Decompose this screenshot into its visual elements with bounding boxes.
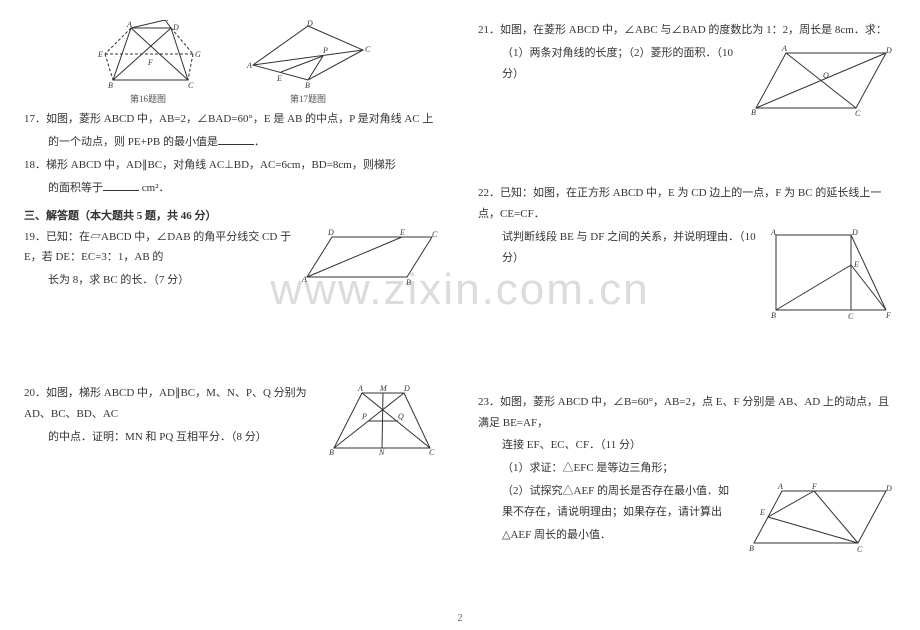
svg-text:B: B: [329, 448, 334, 457]
svg-text:B: B: [305, 81, 310, 90]
svg-text:H: H: [162, 20, 170, 23]
svg-text:P: P: [322, 46, 328, 55]
svg-text:D: D: [306, 20, 313, 28]
q18-blank: [103, 181, 139, 191]
svg-text:C: C: [848, 312, 854, 321]
svg-text:F: F: [811, 482, 817, 491]
svg-text:A: A: [126, 20, 132, 29]
q21-block: 21．如图，在菱形 ABCD 中，∠ABC 与∠BAD 的度数比为 1：2，周长…: [478, 20, 896, 123]
svg-text:E: E: [399, 228, 405, 237]
svg-text:B: B: [108, 81, 113, 90]
q22-line1: 22．已知：如图，在正方形 ABCD 中，E 为 CD 边上的一点，F 为 BC…: [478, 183, 896, 225]
svg-text:E: E: [97, 50, 103, 59]
svg-text:D: D: [851, 228, 858, 237]
spacer-22: [478, 322, 896, 392]
q20-block: AMD PQ BNC 20．如图，梯形 ABCD 中，AD∥BC，M、N、P、Q…: [24, 383, 442, 458]
q22-block: 22．已知：如图，在正方形 ABCD 中，E 为 CD 边上的一点，F 为 BC…: [478, 183, 896, 322]
svg-text:B: B: [749, 544, 754, 553]
svg-text:C: C: [855, 109, 861, 118]
q17-text2: 的一个动点，则 PE+PB 的最小值是: [48, 136, 218, 148]
svg-text:E: E: [276, 74, 282, 83]
svg-text:D: D: [172, 23, 179, 32]
svg-text:C: C: [432, 230, 438, 239]
svg-text:Q: Q: [398, 412, 404, 421]
svg-text:A: A: [770, 228, 776, 237]
svg-text:C: C: [429, 448, 435, 457]
section-3-heading: 三、解答题（本大题共 5 题，共 46 分）: [24, 207, 442, 223]
q17-line1: 17．如图，菱形 ABCD 中，AB=2，∠BAD=60°，E 是 AB 的中点…: [24, 109, 442, 130]
q19-block: DEC AB 19．已知：在▱ABCD 中，∠DAB 的角平分线交 CD 于 E…: [24, 227, 442, 294]
fig22-svg: A D E B C F: [766, 227, 896, 322]
svg-text:C: C: [857, 545, 863, 554]
figure-17: A B C D E P 第17题图: [243, 20, 373, 105]
q18-line2: 的面积等于 cm²．: [24, 178, 442, 199]
figure-22: A D E B C F: [766, 227, 896, 322]
fig21-svg: A D B C O: [746, 43, 896, 123]
fig23-svg: A F D E B C: [746, 481, 896, 556]
svg-text:N: N: [378, 448, 385, 457]
svg-text:A: A: [246, 61, 252, 70]
svg-text:A: A: [302, 275, 307, 284]
figure-21: A D B C O: [746, 43, 896, 123]
spacer-21: [478, 123, 896, 183]
fig17-svg: A B C D E P: [243, 20, 373, 90]
svg-text:D: D: [885, 46, 892, 55]
svg-text:B: B: [751, 108, 756, 117]
svg-text:D: D: [403, 384, 410, 393]
q17-blank: [218, 135, 254, 145]
svg-text:M: M: [379, 384, 388, 393]
svg-text:E: E: [853, 260, 859, 269]
svg-text:A: A: [781, 44, 787, 53]
svg-text:C: C: [188, 81, 194, 90]
svg-text:E: E: [759, 508, 765, 517]
svg-text:B: B: [406, 278, 411, 287]
figure-row-16-17: AHD EG BFC 第16题图 AB: [24, 20, 442, 105]
q18-text2: 的面积等于: [48, 182, 103, 194]
q17-line2: 的一个动点，则 PE+PB 的最小值是 ．: [24, 132, 442, 153]
svg-text:B: B: [771, 311, 776, 320]
page-container: AHD EG BFC 第16题图 AB: [0, 0, 920, 630]
q23-line3: （1）求证：△EFC 是等边三角形；: [478, 458, 896, 479]
q17-text3: ．: [254, 136, 265, 148]
figure-16: A HD E G B F C 第16题图: [93, 20, 203, 105]
spacer-19: [24, 293, 442, 383]
svg-text:F: F: [885, 311, 891, 320]
svg-text:D: D: [327, 228, 334, 237]
left-column: AHD EG BFC 第16题图 AB: [0, 0, 460, 630]
svg-text:P: P: [361, 412, 367, 421]
svg-text:C: C: [365, 45, 371, 54]
q21-line1: 21．如图，在菱形 ABCD 中，∠ABC 与∠BAD 的度数比为 1：2，周长…: [478, 20, 896, 41]
fig17-caption: 第17题图: [243, 92, 373, 105]
svg-text:G: G: [195, 50, 201, 59]
figure-19: D E C A B: [302, 227, 442, 287]
figure-23: A F D E B C: [746, 481, 896, 556]
q23-block: 23．如图，菱形 ABCD 中，∠B=60°，AB=2，点 E、F 分别是 AB…: [478, 392, 896, 557]
svg-text:D: D: [885, 484, 892, 493]
q18-text3: cm²．: [139, 182, 170, 194]
q23-line1: 23．如图，菱形 ABCD 中，∠B=60°，AB=2，点 E、F 分别是 AB…: [478, 392, 896, 434]
fig19-svg: D E C A B: [302, 227, 442, 287]
svg-text:A: A: [777, 482, 783, 491]
right-column: 21．如图，在菱形 ABCD 中，∠ABC 与∠BAD 的度数比为 1：2，周长…: [460, 0, 920, 630]
fig20-svg: A M D P Q B N C: [322, 383, 442, 458]
q18-line1: 18．梯形 ABCD 中，AD∥BC，对角线 AC⊥BD，AC=6cm，BD=8…: [24, 155, 442, 176]
svg-text:A: A: [357, 384, 363, 393]
fig16-svg: A HD E G B F C: [93, 20, 203, 90]
svg-text:O: O: [823, 71, 829, 80]
fig16-caption: 第16题图: [93, 92, 203, 105]
q23-line2: 连接 EF、EC、CF．（11 分）: [478, 435, 896, 456]
figure-20: A M D P Q B N C: [322, 383, 442, 458]
svg-text:F: F: [147, 58, 153, 67]
